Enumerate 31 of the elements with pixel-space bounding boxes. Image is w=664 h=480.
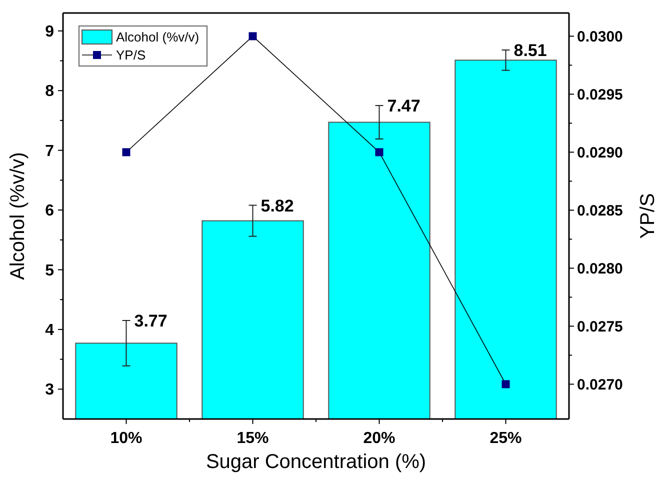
y2-tick-label: 0.0270 [577,376,623,394]
y2-tick-label: 0.0280 [577,260,623,278]
point [502,380,510,388]
y2-tick-label: 0.0285 [577,202,623,220]
x-axis-title: Sugar Concentration (%) [206,451,426,473]
y-tick-label: 4 [45,322,54,340]
y-tick-label: 5 [45,262,54,280]
point [375,148,384,156]
y-axis-title: Alcohol (%v/v) [7,152,29,280]
y-tick-label: 3 [45,382,54,399]
data-label: 3.77 [134,311,168,330]
data-label: 8.51 [514,41,547,60]
y2-tick-label: 0.0300 [577,28,623,46]
y2-tick-label: 0.0290 [577,144,623,162]
y-tick-label: 8 [45,83,54,100]
y2-tick-label: 0.0275 [577,318,623,336]
x-tick-label: 25% [490,430,522,447]
y-tick-label: 6 [45,202,54,220]
y-tick-label: 9 [45,24,54,41]
x-tick-label: 15% [236,430,269,447]
point [248,32,257,40]
x-tick-label: 20% [363,430,396,447]
data-label: 5.82 [260,196,294,216]
data-label: 7.47 [387,96,420,116]
y-tick-label: 7 [45,142,54,160]
y2-tick-label: 0.0295 [577,86,623,104]
point [122,148,130,156]
legend-label: Alcohol (%v/v) [116,30,200,45]
legend-label: YP/S [116,48,146,63]
x-tick-label: 10% [110,430,142,447]
y2-axis-title: YP/S [637,193,659,239]
